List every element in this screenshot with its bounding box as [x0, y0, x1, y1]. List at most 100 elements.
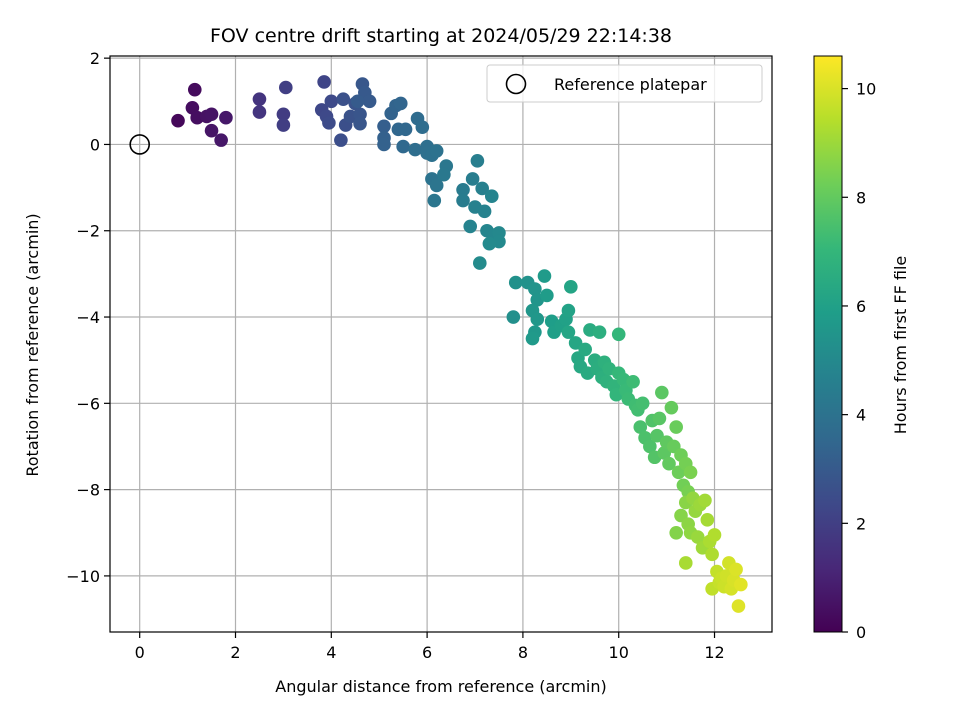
data-point — [214, 133, 228, 147]
data-point — [398, 122, 413, 137]
data-point — [664, 400, 679, 415]
data-point — [611, 327, 626, 342]
data-point — [705, 547, 719, 562]
data-point — [537, 269, 552, 283]
y-tick-label: −10 — [66, 567, 100, 586]
y-tick-label: 2 — [90, 49, 100, 68]
y-tick-label: 0 — [90, 135, 100, 154]
x-axis-ticks: 0 2 4 6 8 10 12 — [135, 632, 725, 662]
data-point — [633, 420, 648, 434]
data-point — [731, 599, 746, 613]
data-point — [187, 82, 202, 97]
data-point — [669, 420, 683, 434]
colorbar-tick-label: 4 — [856, 406, 866, 425]
data-point — [508, 275, 523, 290]
colorbar-tick-label: 0 — [856, 623, 866, 642]
data-point — [626, 374, 640, 389]
data-point — [276, 118, 291, 132]
data-point — [655, 385, 669, 400]
x-tick-label: 6 — [422, 643, 432, 662]
data-point — [252, 92, 267, 106]
data-point — [377, 119, 391, 134]
data-point — [652, 411, 667, 426]
data-point — [669, 525, 683, 540]
data-point — [698, 493, 712, 508]
x-tick-label: 2 — [230, 643, 240, 662]
data-point — [657, 446, 672, 460]
data-point — [473, 256, 487, 270]
data-point — [429, 178, 444, 193]
data-point — [650, 428, 664, 443]
data-point — [506, 310, 521, 324]
data-point — [252, 105, 267, 119]
data-point — [707, 528, 722, 542]
data-point — [324, 94, 339, 109]
data-point — [482, 236, 497, 251]
data-point — [408, 142, 422, 157]
y-axis-label: Rotation from reference (arcmin) — [23, 213, 42, 476]
data-point — [530, 312, 545, 326]
data-point — [700, 513, 715, 527]
reference-platepar-marker — [129, 134, 150, 155]
y-tick-label: −6 — [76, 394, 100, 413]
x-axis-label: Angular distance from reference (arcmin) — [275, 677, 606, 696]
data-point — [334, 133, 348, 147]
data-point — [393, 96, 408, 111]
data-point — [662, 456, 676, 471]
data-point — [475, 181, 489, 196]
y-tick-label: −4 — [76, 308, 100, 327]
data-point — [678, 556, 693, 570]
data-point — [427, 193, 442, 208]
data-point — [362, 94, 377, 109]
data-point — [561, 303, 576, 318]
data-point — [377, 137, 391, 152]
data-point — [525, 331, 540, 346]
colorbar-tick-label: 10 — [856, 80, 876, 99]
data-point — [729, 562, 743, 577]
data-point — [415, 120, 430, 134]
colorbar — [813, 55, 843, 633]
y-tick-label: −2 — [76, 222, 100, 241]
data-point — [540, 288, 554, 303]
x-tick-label: 12 — [704, 643, 724, 662]
colorbar-ticks: 0 2 4 6 8 10 — [842, 80, 876, 642]
colorbar-tick-label: 8 — [856, 188, 866, 207]
data-point — [470, 154, 485, 168]
data-point — [484, 189, 499, 204]
data-point — [592, 325, 607, 339]
data-point — [528, 282, 542, 296]
data-point — [429, 144, 444, 158]
x-tick-label: 0 — [135, 643, 145, 662]
chart-title: FOV centre drift starting at 2024/05/29 … — [210, 25, 672, 47]
data-point — [568, 336, 583, 350]
data-point — [204, 107, 219, 122]
legend-label: Reference platepar — [554, 75, 707, 94]
data-point — [204, 123, 219, 138]
colorbar-label: Hours from first FF file — [891, 256, 910, 435]
data-point — [322, 116, 336, 130]
legend-box — [486, 64, 763, 103]
data-point — [171, 113, 185, 128]
data-point — [350, 94, 365, 109]
colorbar-tick-label: 2 — [856, 514, 866, 533]
data-points — [171, 75, 748, 613]
grid-lines — [110, 56, 772, 632]
data-point — [477, 204, 492, 219]
data-point — [396, 139, 410, 154]
data-point — [456, 193, 470, 208]
colorbar-tick-label: 6 — [856, 297, 866, 316]
data-point — [683, 465, 698, 480]
data-point — [734, 577, 748, 592]
data-point — [456, 182, 470, 197]
data-point — [561, 325, 576, 339]
data-point — [635, 396, 650, 411]
data-point — [276, 107, 291, 122]
y-tick-label: −8 — [76, 481, 100, 500]
x-tick-label: 4 — [326, 643, 336, 662]
data-point — [219, 110, 233, 125]
data-point — [317, 75, 331, 89]
data-point — [465, 172, 480, 186]
data-point — [690, 530, 705, 544]
data-point — [463, 219, 478, 234]
